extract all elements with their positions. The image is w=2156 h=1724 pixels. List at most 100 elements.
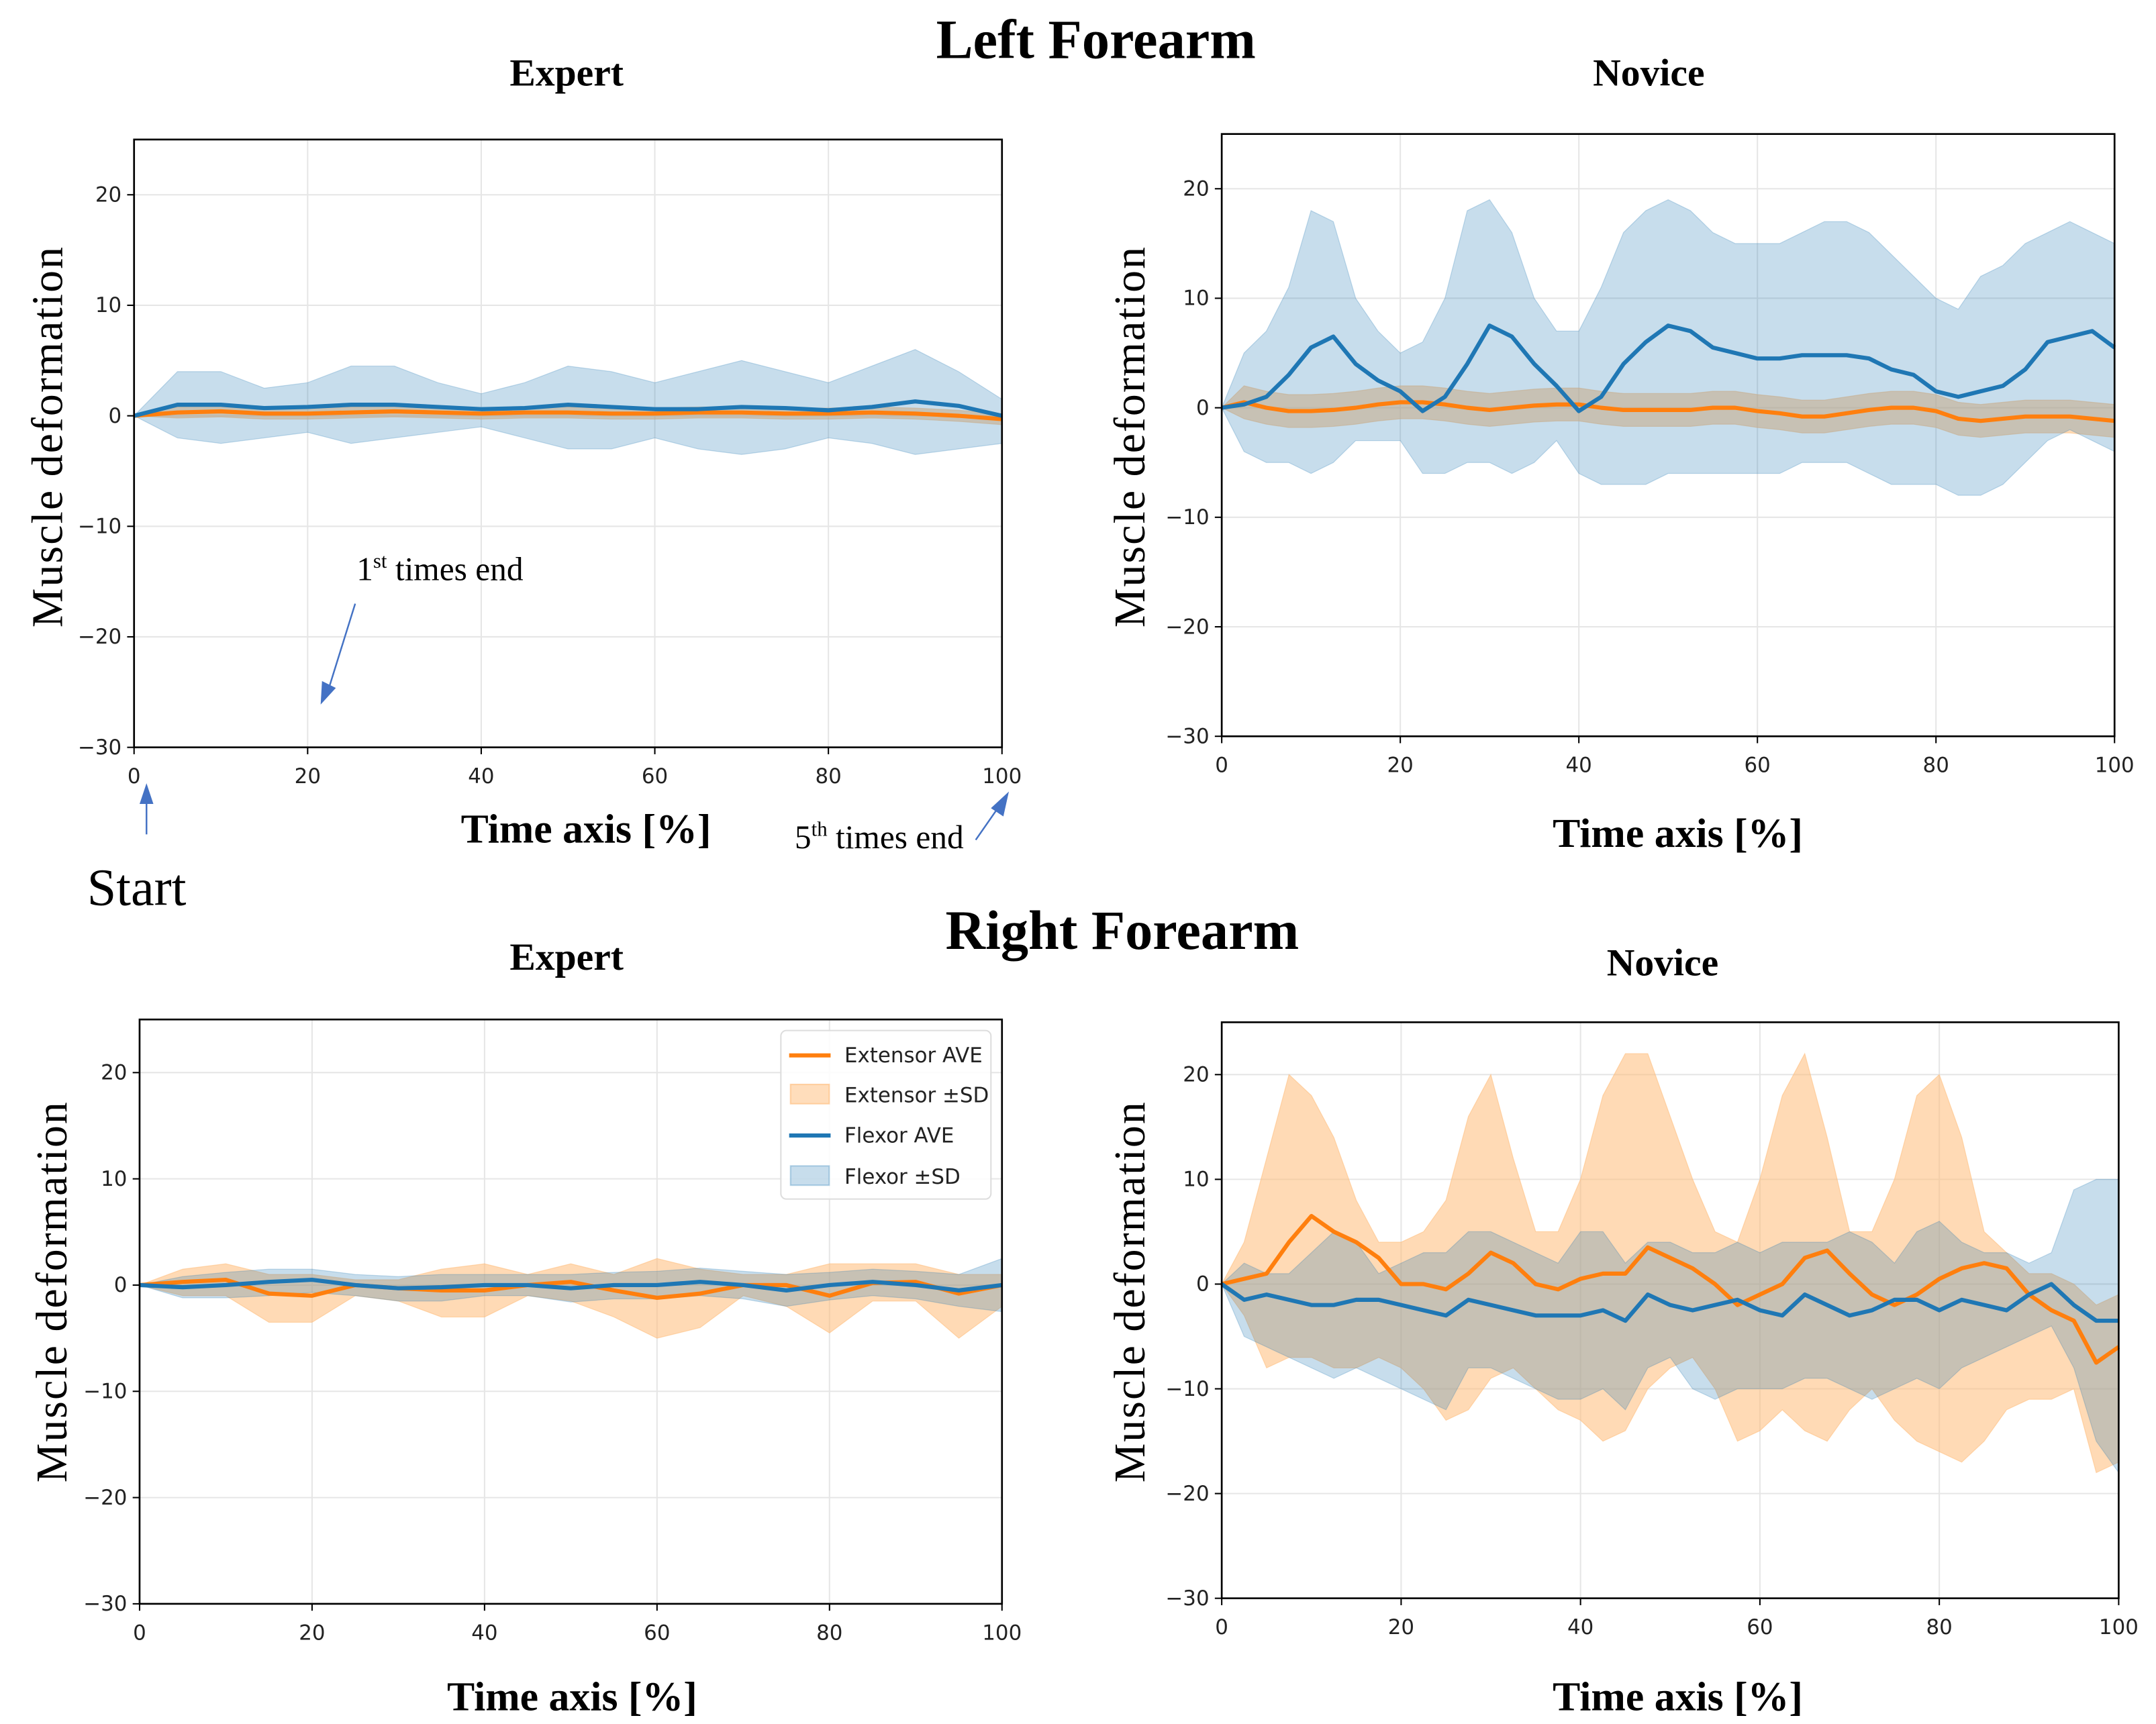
y-tick-label: 10 bbox=[101, 1167, 127, 1191]
x-tick-label: 0 bbox=[1215, 1615, 1228, 1639]
x-axis-label: Time axis [%] bbox=[447, 1674, 697, 1719]
y-tick-label: −10 bbox=[1165, 505, 1209, 529]
legend-label-flexor-ave: Flexor AVE bbox=[844, 1123, 954, 1148]
svg-text:1st times end: 1st times end bbox=[356, 549, 524, 588]
arrow-head-start bbox=[139, 783, 154, 805]
y-axis-label: Muscle deformation bbox=[28, 1101, 77, 1482]
annotation-fifth-num: 5 bbox=[795, 819, 812, 856]
flexor-sd-band bbox=[1221, 199, 2115, 496]
plot-frame bbox=[1220, 1021, 2120, 1600]
plot-frame bbox=[1220, 133, 2116, 738]
extensor-ave-line bbox=[1221, 400, 2115, 423]
x-tick-label: 100 bbox=[982, 764, 1022, 789]
panel-title: Expert bbox=[509, 936, 624, 978]
start-label: Start bbox=[87, 858, 187, 916]
legend: Extensor AVE Extensor ±SD Flexor AVE Fle… bbox=[780, 1029, 992, 1200]
left-forearm-title: Left Forearm bbox=[936, 9, 1256, 70]
y-axis-label: Muscle deformation bbox=[1106, 246, 1155, 627]
panel-right-expert: 0 20 40 60 80 100 −30 −20 −10 0 10 20 Expert Time axi… bbox=[28, 936, 1022, 1719]
panel-left-expert: 0 20 40 60 80 100 −30 −20 −10 0 10 20 Expert Time axi… bbox=[23, 52, 1022, 852]
x-axis-label: Time axis [%] bbox=[1553, 1674, 1803, 1719]
y-tick-label: −10 bbox=[83, 1380, 127, 1404]
legend-swatch-extensor-sd bbox=[789, 1083, 830, 1105]
y-tick-label: 0 bbox=[1196, 1272, 1210, 1297]
x-tick-label: 60 bbox=[642, 764, 668, 789]
y-tick-label: −30 bbox=[83, 1592, 127, 1616]
legend-label-extensor-ave: Extensor AVE bbox=[844, 1044, 983, 1068]
y-tick-label: −30 bbox=[78, 736, 121, 760]
y-tick-label: −30 bbox=[1165, 724, 1209, 748]
annotation-first-end: 1st times end bbox=[320, 549, 524, 705]
arrow-head-fifth-end bbox=[991, 791, 1010, 817]
panel-title: Novice bbox=[1593, 52, 1704, 95]
arrow-head-first-end bbox=[320, 680, 336, 705]
y-tick-label: −20 bbox=[78, 625, 121, 649]
y-tick-label: 20 bbox=[101, 1061, 127, 1085]
extensor-ave-line bbox=[134, 409, 1002, 421]
svg-text:5th times end: 5th times end bbox=[795, 817, 964, 856]
y-tick-label: 20 bbox=[1183, 177, 1209, 201]
y-axis-label: Muscle deformation bbox=[1106, 1101, 1155, 1482]
flexor-ave-line bbox=[1220, 1282, 2119, 1323]
y-tick-label: −20 bbox=[1165, 1482, 1209, 1506]
x-tick-label: 80 bbox=[1923, 754, 1949, 778]
y-tick-label: 20 bbox=[1183, 1063, 1209, 1087]
panel-title: Novice bbox=[1607, 942, 1718, 984]
x-tick-label: 40 bbox=[1567, 1615, 1594, 1639]
x-tick-label: 0 bbox=[1215, 754, 1228, 778]
plot-frame bbox=[138, 1018, 1003, 1605]
y-tick-label: −30 bbox=[1165, 1586, 1209, 1611]
x-axis-label: Time axis [%] bbox=[1553, 811, 1803, 856]
legend-label-extensor-sd: Extensor ±SD bbox=[844, 1084, 989, 1108]
y-tick-label: 0 bbox=[114, 1273, 128, 1297]
flexor-ave-line bbox=[1221, 323, 2116, 413]
x-tick-label: 40 bbox=[1566, 754, 1592, 778]
annotation-start: Start bbox=[87, 783, 187, 916]
y-tick-label: 10 bbox=[1183, 287, 1209, 311]
extensor-ave-line bbox=[139, 1277, 1003, 1301]
arrow-fifth-end bbox=[975, 807, 999, 841]
legend-swatch-flexor-sd bbox=[789, 1165, 830, 1186]
annotation-fifth-text: times end bbox=[828, 819, 964, 856]
right-forearm-title: Right Forearm bbox=[946, 900, 1300, 961]
x-tick-label: 100 bbox=[2099, 1615, 2139, 1639]
flexor-ave-line bbox=[133, 399, 1003, 418]
x-tick-label: 60 bbox=[1747, 1615, 1773, 1639]
plot-frame bbox=[133, 138, 1003, 748]
annotation-first-text: times end bbox=[387, 551, 524, 588]
x-tick-label: 80 bbox=[816, 1621, 842, 1645]
y-tick-label: 0 bbox=[1196, 396, 1210, 420]
x-tick-label: 0 bbox=[133, 1621, 146, 1645]
x-tick-label: 80 bbox=[815, 764, 841, 789]
x-axis-label: Time axis [%] bbox=[461, 807, 712, 852]
extensor-ave-line bbox=[1221, 1213, 2120, 1365]
x-tick-label: 20 bbox=[295, 764, 321, 789]
y-tick-label: −20 bbox=[83, 1486, 127, 1510]
flexor-ave-line bbox=[139, 1277, 1003, 1292]
y-tick-label: 20 bbox=[95, 183, 121, 207]
y-tick-label: −20 bbox=[1165, 615, 1209, 639]
panel-title: Expert bbox=[509, 52, 624, 95]
annotation-fifth-sup: th bbox=[812, 817, 828, 840]
legend-box bbox=[780, 1029, 992, 1200]
x-tick-label: 40 bbox=[468, 764, 494, 789]
legend-label-flexor-sd: Flexor ±SD bbox=[844, 1165, 961, 1189]
flexor-sd-band bbox=[133, 349, 1003, 455]
y-tick-label: 10 bbox=[95, 293, 121, 317]
x-tick-label: 0 bbox=[128, 764, 141, 789]
y-tick-label: −10 bbox=[1165, 1377, 1209, 1401]
annotation-first-sup: st bbox=[373, 549, 387, 572]
x-tick-label: 40 bbox=[471, 1621, 497, 1645]
y-tick-label: 0 bbox=[109, 404, 122, 428]
y-axis-label: Muscle deformation bbox=[23, 246, 72, 627]
x-tick-label: 20 bbox=[299, 1621, 325, 1645]
annotation-first-num: 1 bbox=[356, 551, 373, 588]
x-tick-label: 100 bbox=[2095, 754, 2135, 778]
x-tick-label: 20 bbox=[1388, 1615, 1414, 1639]
arrow-first-end bbox=[328, 603, 356, 689]
x-tick-label: 100 bbox=[982, 1621, 1022, 1645]
x-tick-label: 60 bbox=[1745, 754, 1771, 778]
x-tick-label: 20 bbox=[1387, 754, 1414, 778]
panel-left-novice: 0 20 40 60 80 100 −30 −20 −10 0 10 20 Novice Time axi… bbox=[1106, 52, 2135, 856]
